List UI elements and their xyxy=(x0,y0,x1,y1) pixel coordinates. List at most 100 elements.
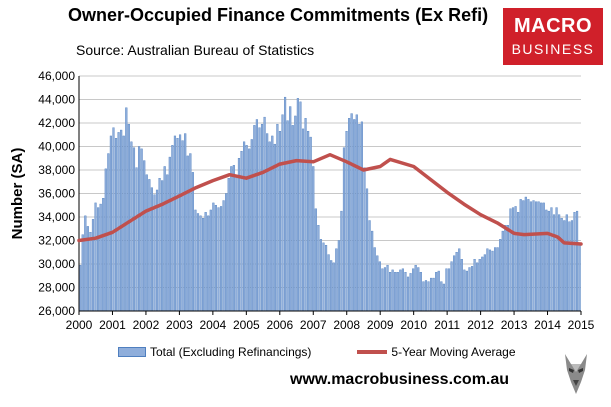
bar xyxy=(427,281,430,312)
moving-average-line xyxy=(77,152,583,246)
bar xyxy=(386,264,389,312)
bar xyxy=(391,269,394,312)
bar xyxy=(191,172,194,312)
bar xyxy=(250,139,253,312)
bar xyxy=(89,232,92,312)
bar xyxy=(381,268,384,312)
bar xyxy=(371,230,374,312)
bar xyxy=(204,212,207,312)
x-tick-label: 2011 xyxy=(434,318,460,332)
bar xyxy=(245,145,248,312)
bar xyxy=(304,118,307,312)
bar xyxy=(450,261,453,312)
bar xyxy=(494,247,497,312)
bar xyxy=(555,207,558,312)
bar xyxy=(260,123,264,312)
logo-line-2: BUSINESS xyxy=(511,41,595,57)
bar xyxy=(568,221,571,312)
bar xyxy=(417,267,420,312)
bar xyxy=(499,239,502,312)
bar xyxy=(125,107,128,312)
y-tick-label: 34,000 xyxy=(38,210,75,224)
x-tick-label: 2012 xyxy=(467,318,494,332)
bar xyxy=(429,277,433,312)
bar xyxy=(519,199,522,312)
macrobusiness-logo: MACRO BUSINESS xyxy=(503,8,603,65)
bar xyxy=(470,266,474,312)
bar xyxy=(488,249,492,312)
y-tick-label: 28,000 xyxy=(38,281,75,295)
y-tick-label: 36,000 xyxy=(38,187,75,201)
bar xyxy=(181,140,184,312)
bar xyxy=(153,194,156,312)
bar xyxy=(378,261,381,312)
bar xyxy=(289,106,292,312)
bar xyxy=(447,268,451,312)
logo-line-1: MACRO xyxy=(513,15,593,37)
bar xyxy=(199,215,202,312)
bar xyxy=(150,187,153,312)
bar xyxy=(225,193,228,312)
bar xyxy=(307,131,310,312)
x-tick-label: 2004 xyxy=(200,318,227,332)
bar xyxy=(540,202,543,312)
bar xyxy=(335,248,338,312)
bar xyxy=(227,178,230,312)
x-tick-label: 2001 xyxy=(99,318,126,332)
y-tick-label: 40,000 xyxy=(38,140,75,154)
bar xyxy=(266,133,269,312)
bar xyxy=(127,123,130,312)
bar xyxy=(478,259,481,312)
bar xyxy=(120,129,123,312)
bar xyxy=(84,215,87,312)
bar xyxy=(212,202,215,312)
legend-line-swatch xyxy=(357,350,388,354)
bar xyxy=(501,230,504,312)
bar xyxy=(373,247,376,312)
chart-title: Owner-Occupied Finance Commitments (Ex R… xyxy=(68,5,489,25)
x-tick-label: 2013 xyxy=(501,318,528,332)
bar xyxy=(578,243,581,312)
bar xyxy=(473,259,476,312)
bar xyxy=(412,268,415,312)
bar xyxy=(273,143,276,312)
bar xyxy=(194,209,197,312)
bar xyxy=(522,200,525,312)
bar xyxy=(186,155,189,312)
y-tick-label: 32,000 xyxy=(38,234,75,248)
bar xyxy=(235,175,238,312)
bar xyxy=(468,267,471,312)
bar xyxy=(435,272,438,312)
y-tick-label: 42,000 xyxy=(38,116,75,130)
bar xyxy=(575,210,579,312)
bar xyxy=(409,273,412,312)
x-tick-label: 2014 xyxy=(534,318,561,332)
bar xyxy=(432,277,435,312)
bar xyxy=(253,125,256,312)
x-tick-label: 2009 xyxy=(367,318,394,332)
bar xyxy=(243,141,246,312)
bar xyxy=(291,125,294,312)
bar xyxy=(401,268,404,312)
x-tick-label: 2007 xyxy=(300,318,327,332)
bar xyxy=(135,167,138,312)
bar xyxy=(563,220,566,312)
bar xyxy=(570,220,574,312)
bar xyxy=(353,119,356,312)
bar xyxy=(209,209,212,312)
y-tick-label: 38,000 xyxy=(38,163,75,177)
bar xyxy=(368,220,371,312)
bar xyxy=(496,247,499,312)
bar xyxy=(168,156,171,312)
bar xyxy=(463,269,466,312)
bar xyxy=(143,160,146,312)
bar xyxy=(230,166,233,312)
bar xyxy=(419,272,422,312)
bar xyxy=(196,213,200,312)
x-tick-label: 2015 xyxy=(568,318,595,332)
bar xyxy=(445,268,448,312)
bar xyxy=(560,217,563,312)
bar xyxy=(542,202,545,312)
bar xyxy=(532,200,535,312)
